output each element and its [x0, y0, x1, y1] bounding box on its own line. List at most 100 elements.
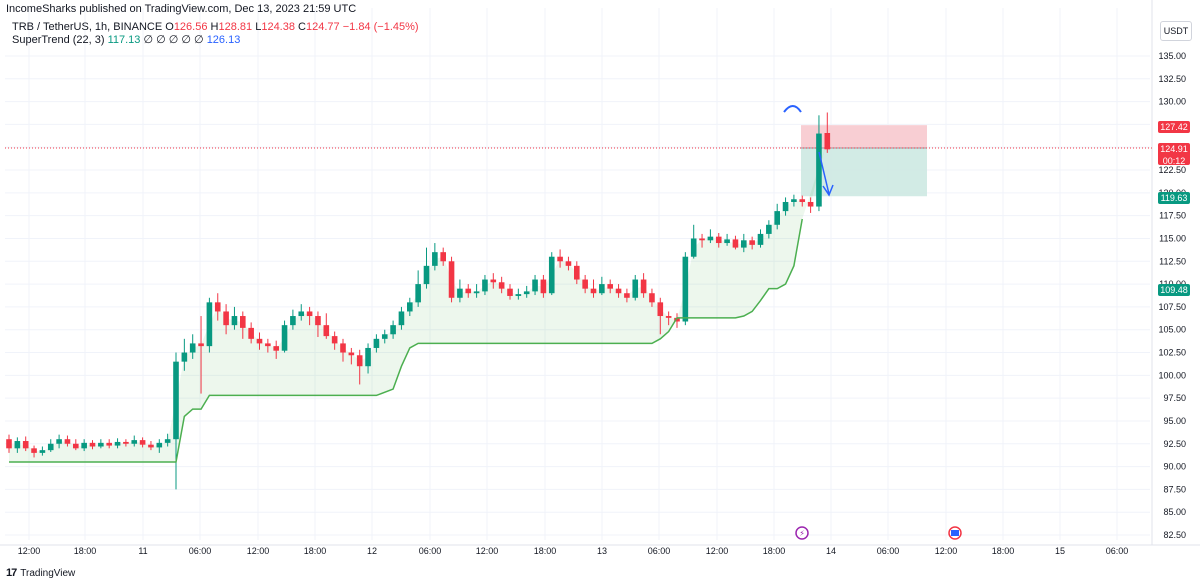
position-zones [5, 125, 1152, 197]
annotations: ⚡ [783, 105, 962, 540]
candle-body [98, 442, 104, 447]
change-value: −1.84 (−1.45%) [342, 21, 419, 33]
price-tick-label: 112.50 [1159, 256, 1186, 266]
indicator-value-up: 117.13 [107, 34, 141, 46]
lightning-glyph-icon: ⚡ [799, 529, 805, 538]
candle-body [214, 302, 221, 312]
low-value: 124.38 [261, 21, 295, 33]
candle-body [64, 439, 71, 444]
candles [6, 112, 831, 490]
price-tick-label: 122.50 [1158, 165, 1186, 175]
candle-body [574, 265, 580, 280]
candle-body [240, 316, 246, 328]
time-tick-label: 12:00 [935, 546, 958, 556]
candle-body [315, 316, 321, 326]
price-tick-label: 87.50 [1163, 484, 1186, 494]
brand-name: TradingView [20, 567, 76, 579]
time-tick-label: 12:00 [18, 546, 41, 556]
stop-loss-zone [801, 125, 927, 149]
candle-body [265, 343, 271, 347]
candle-body [532, 279, 538, 292]
candle-body [640, 279, 647, 294]
flag-fill [951, 530, 959, 536]
candle-body [181, 352, 188, 362]
candle-body [47, 443, 54, 451]
indicator-legend: SuperTrend (22, 3) 117.13 ∅ ∅ ∅ ∅ ∅ 126.… [12, 33, 240, 46]
time-tick-label: 18:00 [534, 546, 557, 556]
candle-body [707, 236, 714, 241]
tradingview-footer[interactable]: 17 TradingView [6, 567, 75, 579]
candle-body [365, 347, 371, 367]
price-tick-label: 100.00 [1158, 370, 1186, 380]
time-tick-label: 18:00 [763, 546, 786, 556]
candle-body [156, 442, 163, 448]
candle-body [632, 279, 639, 298]
candle-body [482, 279, 488, 292]
candle-body [590, 288, 597, 294]
bar-countdown: 00:12 [1162, 156, 1186, 166]
candle-body [799, 199, 806, 202]
candle-body [323, 325, 330, 337]
candle-body [690, 238, 697, 257]
high-label: H [210, 21, 219, 33]
candle-body [106, 442, 112, 446]
price-tick-label: 107.50 [1158, 302, 1186, 312]
candle-body [440, 252, 446, 262]
candle-body [223, 311, 229, 326]
symbol-title[interactable]: TRB / TetherUS, 1h, BINANCE [12, 21, 163, 33]
take-profit-zone [801, 148, 927, 197]
indicator-title[interactable]: SuperTrend (22, 3) [12, 34, 105, 46]
candle-body [548, 256, 555, 294]
time-tick-label: 11 [138, 546, 147, 556]
time-tick-label: 18:00 [992, 546, 1015, 556]
price-tick-label: 90.00 [1163, 462, 1186, 472]
candle-body [148, 444, 154, 448]
candle-body [624, 293, 630, 298]
candle-body [114, 441, 121, 446]
candle-body [256, 338, 263, 344]
candle-body [615, 288, 622, 294]
candle-body [348, 352, 355, 356]
open-value: 126.56 [173, 21, 208, 33]
price-tick-label: 92.50 [1163, 439, 1186, 449]
indicator-placeholders: ∅ ∅ ∅ ∅ ∅ [143, 34, 204, 46]
candle-body [281, 325, 288, 351]
candle-body [741, 240, 747, 248]
candle-body [498, 282, 505, 289]
stop-price-tag: 127.42 [1158, 121, 1190, 133]
currency-button[interactable]: USDT [1160, 21, 1192, 41]
candle-body [782, 201, 789, 212]
time-tick-label: 14 [826, 546, 836, 556]
candle-body [715, 236, 722, 244]
candle-body [248, 327, 254, 339]
time-tick-label: 06:00 [648, 546, 671, 556]
supertrend-price-tag: 109.48 [1158, 284, 1190, 296]
candle-body [607, 284, 613, 289]
time-tick-label: 12 [367, 546, 377, 556]
candle-body [381, 334, 388, 339]
candle-body [432, 252, 438, 266]
time-tick-label: 06:00 [419, 546, 442, 556]
candle-body [465, 288, 472, 294]
candle-body [824, 133, 831, 150]
candle-body [523, 291, 530, 295]
high-value: 128.81 [218, 21, 253, 33]
candle-body [682, 256, 689, 322]
candle-body [173, 361, 179, 440]
candle-body [515, 294, 522, 296]
candle-body [273, 346, 279, 351]
candle-body [89, 442, 96, 447]
time-axis[interactable]: 12:00 18:00 11 06:00 12:00 18:00 12 06:00 12:00 1… [18, 546, 1129, 556]
candle-body [565, 261, 572, 266]
candle-body [139, 440, 146, 445]
candle-body [39, 450, 46, 453]
candle-body [665, 316, 672, 318]
close-label: C [298, 21, 306, 33]
price-tick-label: 95.00 [1163, 416, 1186, 426]
candle-body [674, 317, 680, 322]
candle-body [699, 238, 705, 241]
time-tick-label: 18:00 [304, 546, 327, 556]
candle-body [415, 284, 421, 303]
candle-body [724, 239, 730, 244]
